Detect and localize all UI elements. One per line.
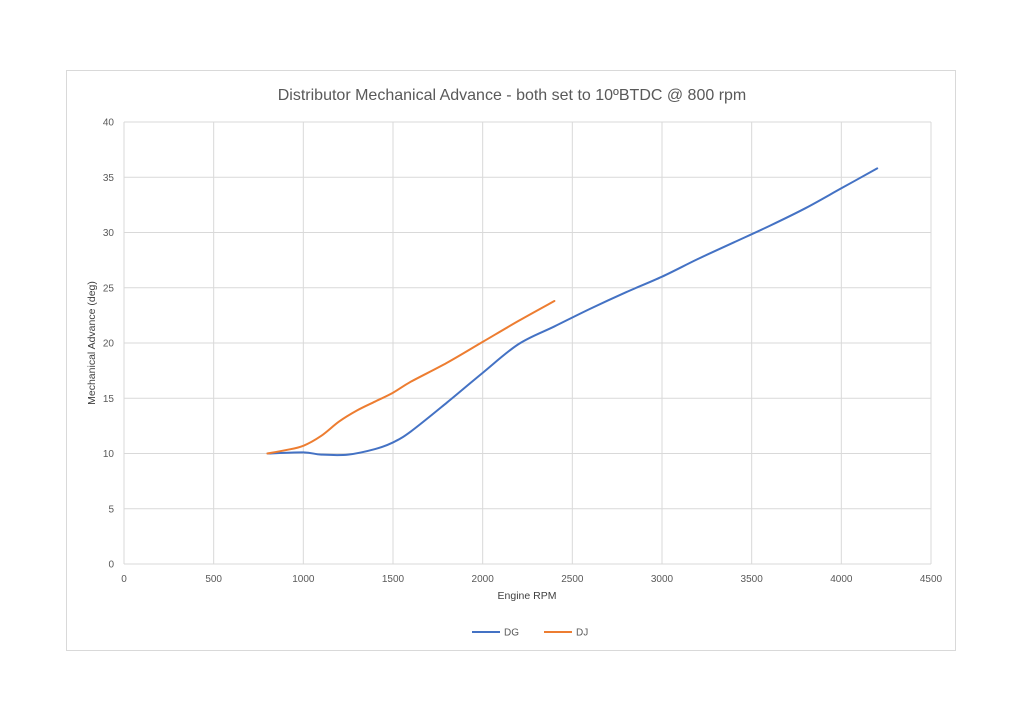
gridlines	[123, 121, 932, 565]
y-tick-label: 0	[108, 560, 114, 571]
y-axis-label: Mechanical Advance (deg)	[86, 281, 98, 405]
series-line-dg	[266, 167, 879, 457]
x-tick-label: 4000	[830, 574, 853, 585]
y-tick-label: 40	[103, 118, 115, 129]
chart-frame: Distributor Mechanical Advance - both se…	[66, 70, 956, 651]
y-tick-label: 5	[108, 504, 114, 515]
legend-label-dj: DJ	[576, 628, 588, 639]
x-tick-label: 500	[205, 574, 222, 585]
y-tick-label: 25	[103, 283, 115, 294]
x-tick-label: 3000	[651, 574, 674, 585]
x-tick-label: 2500	[561, 574, 584, 585]
y-axis-ticks: 0 5 10 15 20 25 30 35 40	[103, 118, 115, 571]
chart-title: Distributor Mechanical Advance - both se…	[278, 87, 747, 104]
x-tick-label: 0	[121, 574, 127, 585]
y-tick-label: 15	[103, 394, 115, 405]
series-line-dj	[266, 300, 556, 455]
legend-label-dg: DG	[504, 628, 519, 639]
y-tick-label: 30	[103, 228, 115, 239]
x-tick-label: 1000	[292, 574, 315, 585]
y-tick-label: 20	[103, 339, 115, 350]
x-tick-label: 2000	[472, 574, 495, 585]
x-tick-label: 1500	[382, 574, 405, 585]
y-tick-label: 35	[103, 173, 115, 184]
y-tick-label: 10	[103, 449, 115, 460]
legend: DG DJ	[472, 628, 588, 639]
line-chart: Distributor Mechanical Advance - both se…	[86, 87, 943, 639]
series-lines	[266, 167, 879, 457]
x-axis-label: Engine RPM	[498, 590, 557, 602]
x-axis-ticks: 0 500 1000 1500 2000 2500 3000 3500 4000 4500	[121, 574, 942, 585]
x-tick-label: 3500	[741, 574, 764, 585]
x-tick-label: 4500	[920, 574, 943, 585]
